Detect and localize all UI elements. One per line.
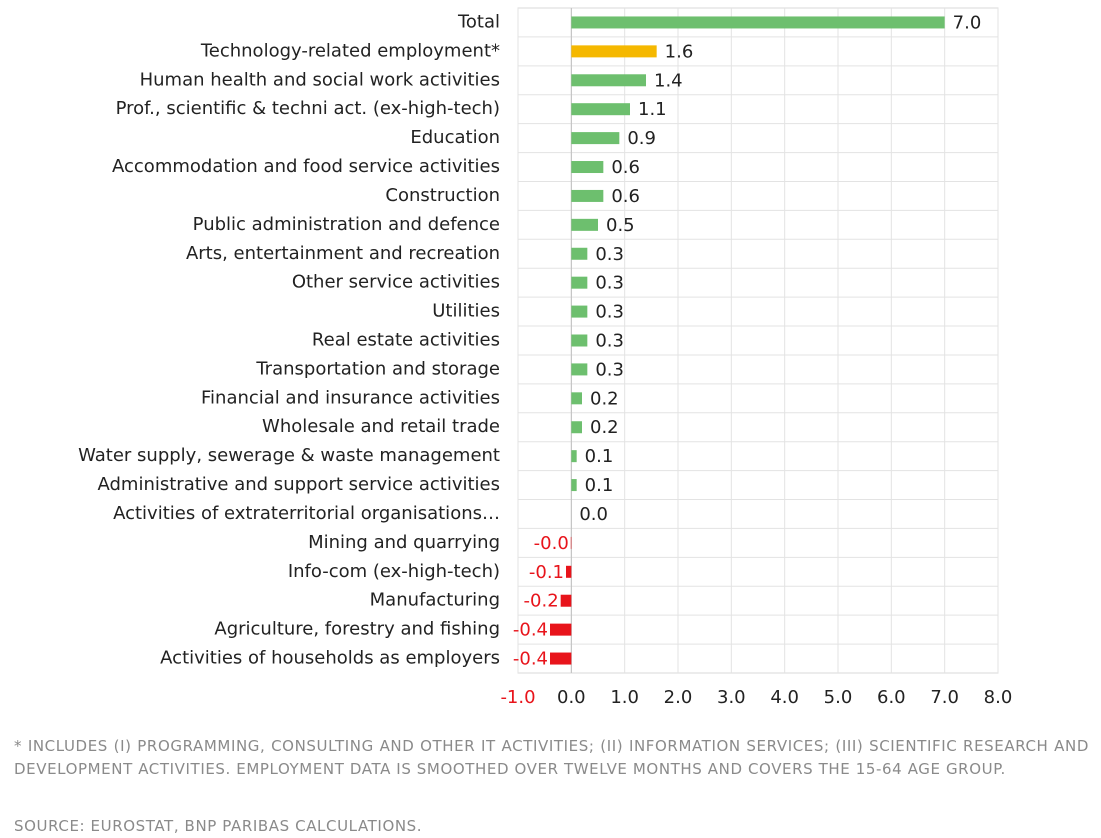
bar — [570, 536, 572, 549]
bar — [571, 363, 588, 376]
chart: -1.0 0.0 1.0 2.0 3.0 4.0 5.0 6.0 7.0 8.0 Total 7.0 T… — [78, 7, 1013, 708]
x-tick-label: 4.0 — [770, 687, 799, 708]
bar — [571, 45, 657, 58]
value-label: 0.0 — [579, 504, 608, 525]
value-label: 0.2 — [590, 388, 619, 409]
bar — [550, 652, 572, 665]
category-label: Other service activities — [292, 272, 500, 293]
bar — [571, 218, 598, 231]
value-label: 0.5 — [606, 215, 635, 236]
value-label: 1.4 — [654, 70, 683, 91]
value-label: 1.6 — [665, 41, 694, 62]
category-label: Technology-related employment* — [200, 40, 500, 61]
footnote: * INCLUDES (I) PROGRAMMING, CONSULTING A… — [14, 737, 1089, 778]
value-label: 0.2 — [590, 417, 619, 438]
bar — [571, 479, 577, 492]
source: SOURCE: EUROSTAT, BNP PARIBAS CALCULATIO… — [14, 817, 423, 835]
category-label: Real estate activities — [312, 330, 500, 351]
category-label: Utilities — [432, 301, 500, 322]
bar — [571, 132, 620, 145]
x-tick-label: 2.0 — [664, 687, 693, 708]
x-tick-label: 5.0 — [824, 687, 853, 708]
category-label: Education — [410, 127, 500, 148]
value-label: -0.1 — [529, 562, 564, 583]
bar — [571, 276, 588, 289]
bar — [560, 594, 572, 607]
category-label: Arts, entertainment and recreation — [186, 243, 500, 264]
category-label: Human health and social work activities — [140, 69, 500, 90]
value-label: 0.3 — [595, 273, 624, 294]
x-tick-label: 7.0 — [930, 687, 959, 708]
bar — [571, 305, 588, 318]
value-label: 0.1 — [585, 446, 614, 467]
category-label: Info-com (ex-high-tech) — [288, 561, 500, 582]
value-label: 0.6 — [611, 157, 640, 178]
value-label: 0.3 — [595, 359, 624, 380]
value-label: 0.3 — [595, 302, 624, 323]
x-tick-label: 1.0 — [610, 687, 639, 708]
x-tick-label: 3.0 — [717, 687, 746, 708]
value-label: -0.4 — [513, 649, 548, 670]
x-tick-label: -1.0 — [500, 687, 535, 708]
category-label: Construction — [385, 185, 500, 206]
value-label: 0.1 — [585, 475, 614, 496]
category-label: Water supply, sewerage & waste managemen… — [78, 445, 500, 466]
value-label: -0.2 — [524, 591, 559, 612]
category-label: Accommodation and food service activitie… — [112, 156, 500, 177]
value-label: 0.3 — [595, 331, 624, 352]
category-label: Financial and insurance activities — [201, 387, 500, 408]
category-label: Manufacturing — [370, 590, 500, 611]
value-label: 0.9 — [627, 128, 656, 149]
bar — [571, 74, 646, 87]
bar — [571, 189, 604, 202]
category-label: Wholesale and retail trade — [262, 416, 500, 437]
category-label: Administrative and support service activ… — [97, 474, 500, 495]
bar — [571, 103, 630, 116]
bar — [571, 392, 582, 405]
category-label: Total — [457, 11, 500, 32]
bar — [571, 161, 604, 174]
category-label: Public administration and defence — [193, 214, 500, 235]
category-label: Transportation and storage — [255, 358, 500, 379]
value-label: 1.1 — [638, 99, 667, 120]
bar — [566, 565, 572, 578]
value-label: -0.0 — [534, 533, 569, 554]
value-label: 0.6 — [611, 186, 640, 207]
bar — [550, 623, 572, 636]
value-label: 7.0 — [953, 12, 982, 33]
x-tick-label: 0.0 — [557, 687, 586, 708]
category-label: Prof., scientific & techni act. (ex-high… — [116, 98, 500, 119]
x-tick-label: 8.0 — [984, 687, 1013, 708]
category-label: Mining and quarrying — [308, 532, 500, 553]
category-label: Agriculture, forestry and fishing — [214, 619, 500, 640]
category-label: Activities of households as employers — [160, 648, 500, 669]
bar — [571, 450, 577, 463]
bar — [571, 334, 588, 347]
bar — [571, 16, 945, 29]
value-label: 0.3 — [595, 244, 624, 265]
x-tick-label: 6.0 — [877, 687, 906, 708]
category-label: Activities of extraterritorial organisat… — [113, 503, 500, 524]
value-label: -0.4 — [513, 620, 548, 641]
bar — [571, 247, 588, 260]
bar — [571, 421, 582, 434]
